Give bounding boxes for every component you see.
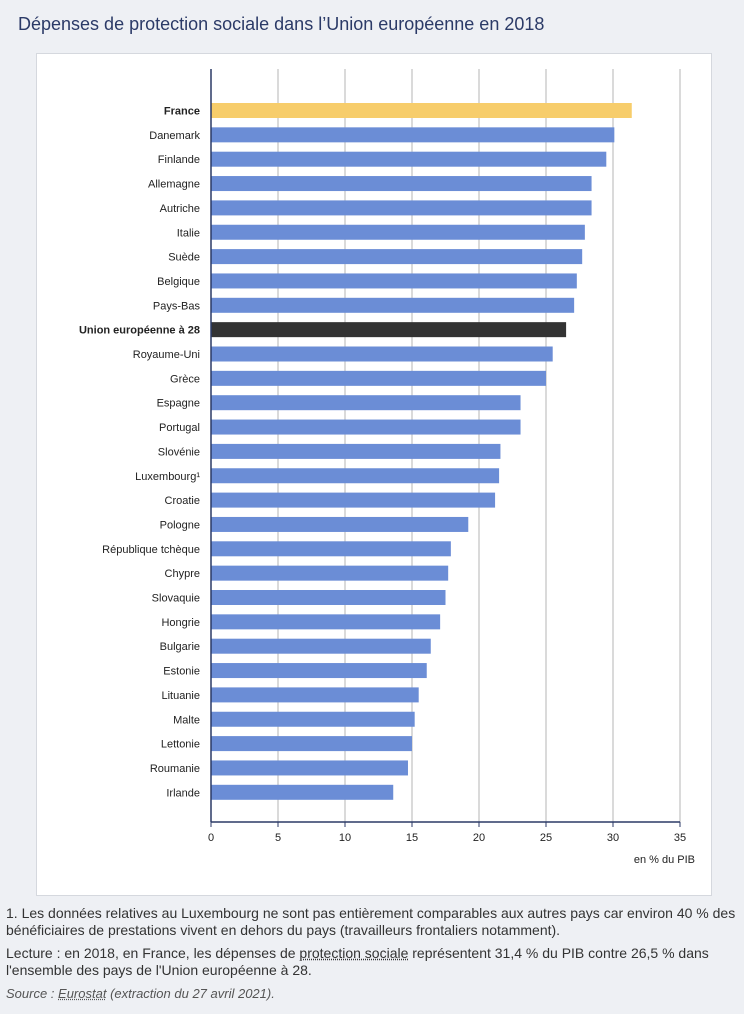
bar xyxy=(211,638,431,654)
bar xyxy=(211,176,592,192)
category-label: République tchèque xyxy=(102,544,200,556)
category-label: Portugal xyxy=(159,422,200,434)
category-label: France xyxy=(164,106,200,118)
protection-sociale-link[interactable]: protection sociale xyxy=(299,945,409,961)
bar xyxy=(211,736,412,752)
x-tick-label: 25 xyxy=(540,832,552,844)
bar xyxy=(211,395,521,411)
bar xyxy=(211,541,451,557)
x-tick-label: 0 xyxy=(208,832,214,844)
bar xyxy=(211,249,583,265)
bar xyxy=(211,370,546,386)
x-tick-label: 10 xyxy=(339,832,351,844)
category-label: Slovénie xyxy=(158,446,200,458)
category-label: Slovaquie xyxy=(152,593,200,605)
category-label: Lettonie xyxy=(161,739,200,751)
bar-chart: France Danemark Finlande Allemagne Autriche I… xyxy=(79,69,695,866)
category-label: Danemark xyxy=(149,130,200,142)
category-label: Finlande xyxy=(158,154,200,166)
source-prefix: Source : xyxy=(6,986,59,1001)
category-label: Royaume-Uni xyxy=(133,349,200,361)
category-label: Luxembourg¹ xyxy=(135,471,200,483)
chart-card: France Danemark Finlande Allemagne Autriche I… xyxy=(36,53,712,896)
category-label: Grèce xyxy=(170,373,200,385)
reading-prefix: Lecture : en 2018, en France, les dépens… xyxy=(6,945,300,961)
bar xyxy=(211,443,501,459)
page-title: Dépenses de protection sociale dans l’Un… xyxy=(18,14,545,34)
category-label: Allemagne xyxy=(148,179,200,191)
bar xyxy=(211,346,553,362)
bar xyxy=(211,127,615,143)
bar xyxy=(211,784,394,800)
x-axis-title: en % du PIB xyxy=(634,854,695,866)
x-tick-label: 30 xyxy=(607,832,619,844)
bar xyxy=(211,565,449,581)
source-note: Source : Eurostat (extraction du 27 avri… xyxy=(6,985,740,1002)
bar xyxy=(211,224,585,240)
category-label: Pologne xyxy=(160,519,200,531)
reading-note: Lecture : en 2018, en France, les dépens… xyxy=(6,945,740,979)
category-label: Autriche xyxy=(160,203,200,215)
footnote-luxembourg: 1. Les données relatives au Luxembourg n… xyxy=(6,905,736,938)
bar xyxy=(211,492,496,508)
bar xyxy=(211,711,415,727)
bar xyxy=(211,614,441,630)
bar xyxy=(211,687,419,703)
bar xyxy=(211,273,577,289)
category-label: Malte xyxy=(173,714,200,726)
category-label: Chypre xyxy=(165,568,200,580)
category-label: Irlande xyxy=(166,787,200,799)
category-label: Italie xyxy=(177,227,200,239)
bar xyxy=(211,590,446,605)
bar xyxy=(211,200,592,216)
bar xyxy=(211,297,575,313)
reading-suffix: représentent 31,4 % du PIB contre 26,5 %… xyxy=(6,945,709,978)
x-tick-label: 20 xyxy=(473,832,485,844)
category-label: Union européenne à 28 xyxy=(79,325,200,337)
bar xyxy=(211,516,469,532)
category-label: Roumanie xyxy=(150,763,200,775)
eurostat-link[interactable]: Eurostat xyxy=(58,986,107,1001)
bar xyxy=(211,760,408,776)
bar xyxy=(211,663,427,679)
x-tick-label: 35 xyxy=(674,832,686,844)
footnotes: 1. Les données relatives au Luxembourg n… xyxy=(6,905,740,1008)
bar xyxy=(211,103,632,118)
category-label: Suède xyxy=(168,252,200,264)
x-tick-label: 15 xyxy=(406,832,418,844)
bar xyxy=(211,151,607,167)
category-label: Hongrie xyxy=(161,617,200,629)
category-label: Estonie xyxy=(163,666,200,678)
category-label: Espagne xyxy=(157,398,200,410)
bar xyxy=(211,468,500,484)
bar xyxy=(211,419,521,435)
bar xyxy=(211,322,567,338)
source-suffix: (extraction du 27 avril 2021). xyxy=(106,986,275,1001)
category-label: Bulgarie xyxy=(160,641,200,653)
category-label: Lituanie xyxy=(161,690,200,702)
category-label: Belgique xyxy=(157,276,200,288)
category-label: Pays-Bas xyxy=(153,300,201,312)
category-label: Croatie xyxy=(165,495,200,507)
x-tick-label: 5 xyxy=(275,832,281,844)
